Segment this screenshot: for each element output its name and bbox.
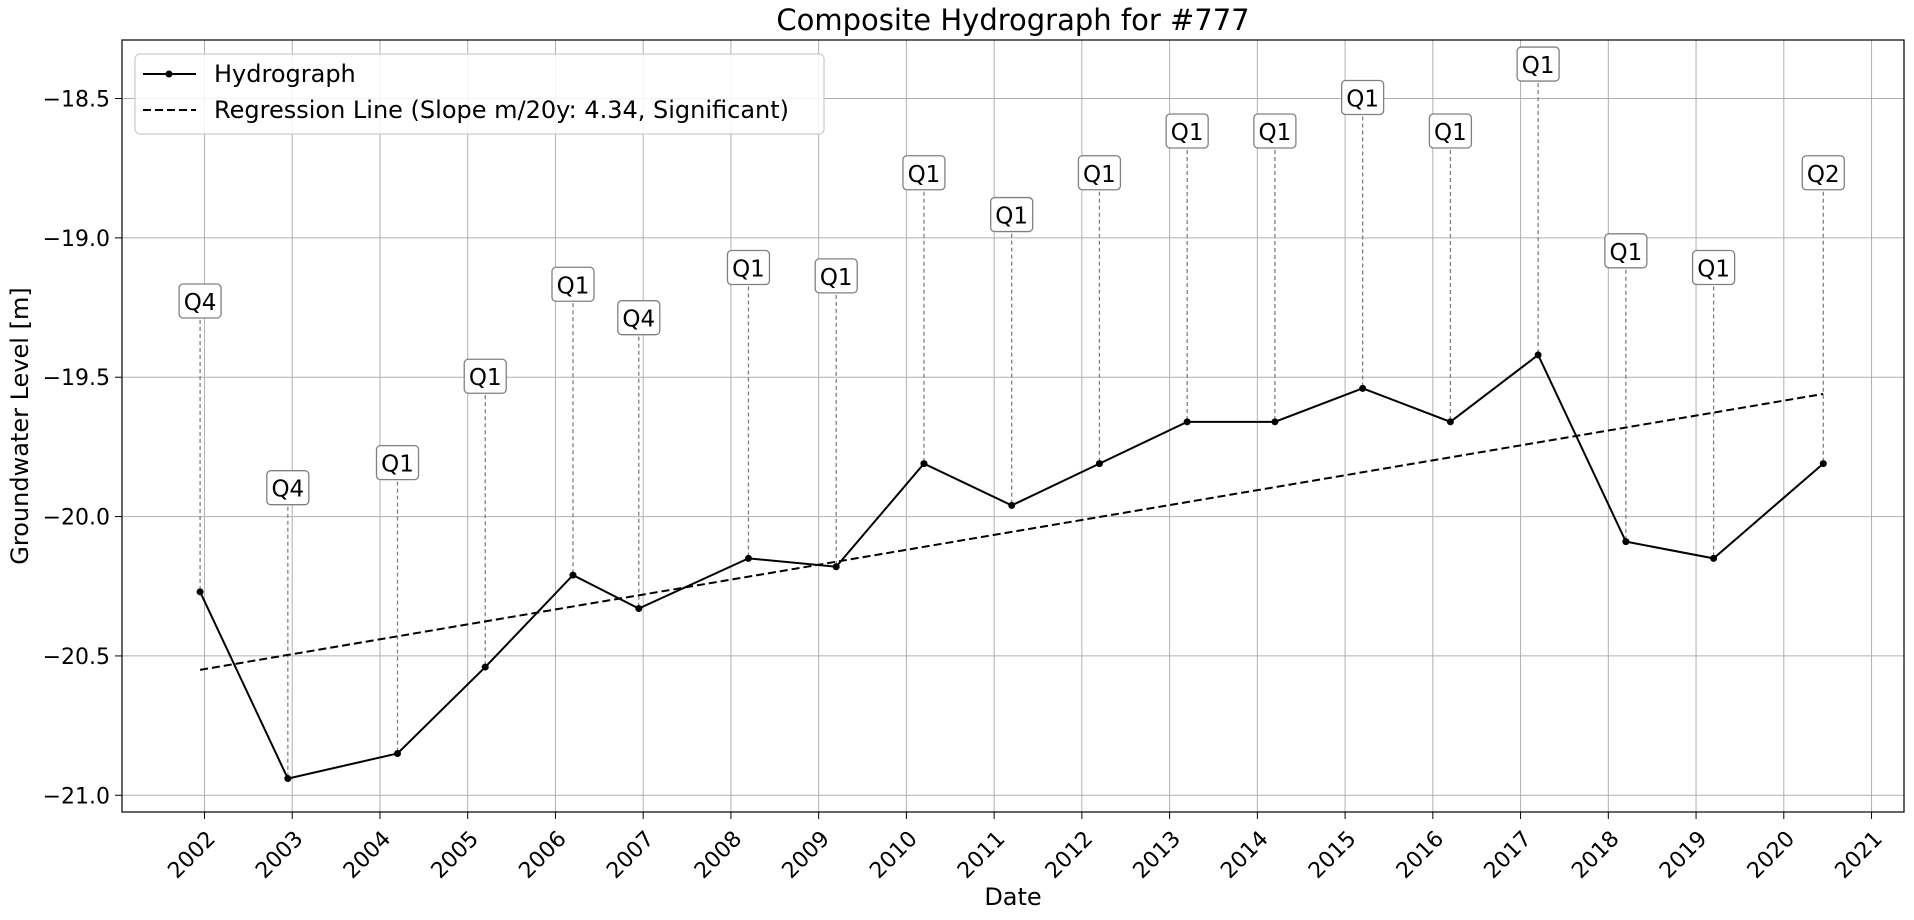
y-tick-label: −18.5 — [43, 88, 110, 113]
annotation-box — [1516, 46, 1560, 82]
plot-frame — [121, 39, 1905, 813]
annotation-label: Q1 — [381, 452, 414, 478]
annotation-box — [1691, 249, 1736, 286]
legend: Hydrograph Regression Line (Slope m/20y: … — [134, 53, 825, 135]
quarter-annotation: Q1 — [551, 266, 595, 302]
annotation-label: Q1 — [995, 204, 1028, 230]
series-layer — [196, 351, 1827, 783]
regression-line — [199, 392, 1824, 671]
hydrograph-point — [635, 605, 643, 613]
quarter-annotation: Q1 — [814, 258, 858, 294]
annotation-label: Q1 — [557, 273, 590, 299]
annotation-label: Q4 — [271, 477, 304, 503]
hydrograph-point — [1819, 460, 1827, 468]
annotation-box — [1801, 155, 1845, 191]
quarter-annotation: Q1 — [902, 155, 946, 191]
annotation-box — [551, 266, 595, 302]
hydrograph-point — [1446, 418, 1454, 426]
hydrograph-point — [1183, 418, 1191, 426]
annotation-box — [1165, 113, 1209, 149]
hydrograph-point — [394, 749, 402, 757]
hydrograph-point — [1271, 418, 1279, 426]
y-tick-label: −20.0 — [43, 506, 110, 531]
x-axis-title: Date — [984, 883, 1041, 911]
annotation-label: Q1 — [1083, 162, 1116, 188]
annotation-label: Q1 — [732, 257, 765, 283]
quarter-annotation: Q1 — [1691, 249, 1736, 286]
annotation-box — [814, 258, 858, 294]
y-tick-label: −20.5 — [43, 645, 110, 670]
quarter-annotation: Q4 — [617, 300, 661, 336]
annotation-guides — [199, 83, 1824, 779]
hydrograph-point — [284, 775, 292, 783]
hydrograph-point — [481, 663, 489, 671]
hydrograph-point — [1622, 538, 1630, 546]
hydrograph-point — [744, 554, 752, 562]
legend-hydrograph-label: Hydrograph — [214, 60, 356, 88]
y-tick-label: −19.5 — [43, 366, 110, 391]
annotation-label: Q1 — [1609, 240, 1642, 266]
annotation-box — [617, 300, 661, 336]
quarter-annotation: Q1 — [1340, 79, 1385, 116]
annotation-label: Q4 — [184, 290, 217, 316]
y-tick-label: −21.0 — [43, 784, 110, 809]
quarter-annotation: Q1 — [375, 444, 420, 481]
annotation-label: Q1 — [1434, 120, 1467, 146]
legend-regression-label: Regression Line (Slope m/20y: 4.34, Sign… — [214, 96, 789, 124]
y-tick-label: −19.0 — [43, 227, 110, 252]
annotation-box — [1604, 233, 1648, 269]
hydrograph-point — [920, 460, 928, 468]
annotation-label: Q1 — [1346, 87, 1379, 113]
chart-title: Composite Hydrograph for #777 — [776, 3, 1249, 37]
annotation-box — [463, 358, 507, 394]
annotation-box — [266, 470, 310, 506]
legend-frame — [134, 53, 825, 135]
quarter-annotation: Q2 — [1801, 155, 1845, 191]
hydrograph-point — [1095, 460, 1103, 468]
quarter-annotation: Q4 — [178, 283, 222, 319]
quarter-annotation: Q4 — [266, 470, 310, 506]
hydrograph-point — [1359, 384, 1367, 392]
annotation-label: Q4 — [622, 307, 655, 333]
quarter-annotation: Q1 — [726, 249, 771, 286]
hydrograph-point — [196, 588, 204, 596]
quarter-annotation: Q1 — [1428, 113, 1473, 149]
quarter-annotation: Q1 — [1253, 113, 1297, 149]
annotation-box — [1340, 79, 1385, 116]
annotation-box — [1428, 113, 1473, 149]
annotation-label: Q1 — [469, 365, 502, 391]
annotation-label: Q1 — [1171, 120, 1204, 146]
hydrograph-point — [569, 571, 577, 579]
quarter-annotation: Q1 — [1165, 113, 1209, 149]
annotation-label: Q1 — [820, 265, 853, 291]
y-axis-ticks: −18.5 −19.0 −19.5 −20.0 −20.5 −21.0 — [43, 88, 122, 809]
annotation-label: Q1 — [1259, 120, 1292, 146]
quarter-annotation: Q1 — [990, 196, 1034, 233]
quarter-annotations: Q4 Q4 Q1 Q1 Q1 Q4 Q1 Q1 Q1 Q1 Q1 Q1 Q1 Q1 Q1 Q1 Q1 Q1 Q2 — [178, 46, 1845, 506]
annotation-label: Q1 — [1697, 257, 1730, 283]
annotation-box — [178, 283, 222, 319]
quarter-annotation: Q1 — [1077, 155, 1122, 191]
annotation-box — [990, 196, 1034, 233]
annotation-label: Q1 — [1522, 53, 1555, 79]
annotation-box — [1253, 113, 1297, 149]
annotation-box — [1077, 155, 1122, 191]
legend-hydrograph-marker — [165, 70, 173, 78]
hydrograph-point — [1534, 351, 1542, 359]
y-axis-title: Groundwater Level [m] — [6, 287, 34, 564]
annotation-box — [902, 155, 946, 191]
annotation-label: Q1 — [908, 162, 941, 188]
annotation-label: Q2 — [1807, 162, 1840, 188]
quarter-annotation: Q1 — [1516, 46, 1560, 82]
annotation-box — [375, 444, 420, 481]
annotation-box — [726, 249, 771, 286]
hydrograph-point — [832, 563, 840, 571]
hydrograph-point — [1710, 554, 1718, 562]
quarter-annotation: Q1 — [463, 358, 507, 394]
hydrograph-point — [1008, 501, 1016, 509]
quarter-annotation: Q1 — [1604, 233, 1648, 269]
